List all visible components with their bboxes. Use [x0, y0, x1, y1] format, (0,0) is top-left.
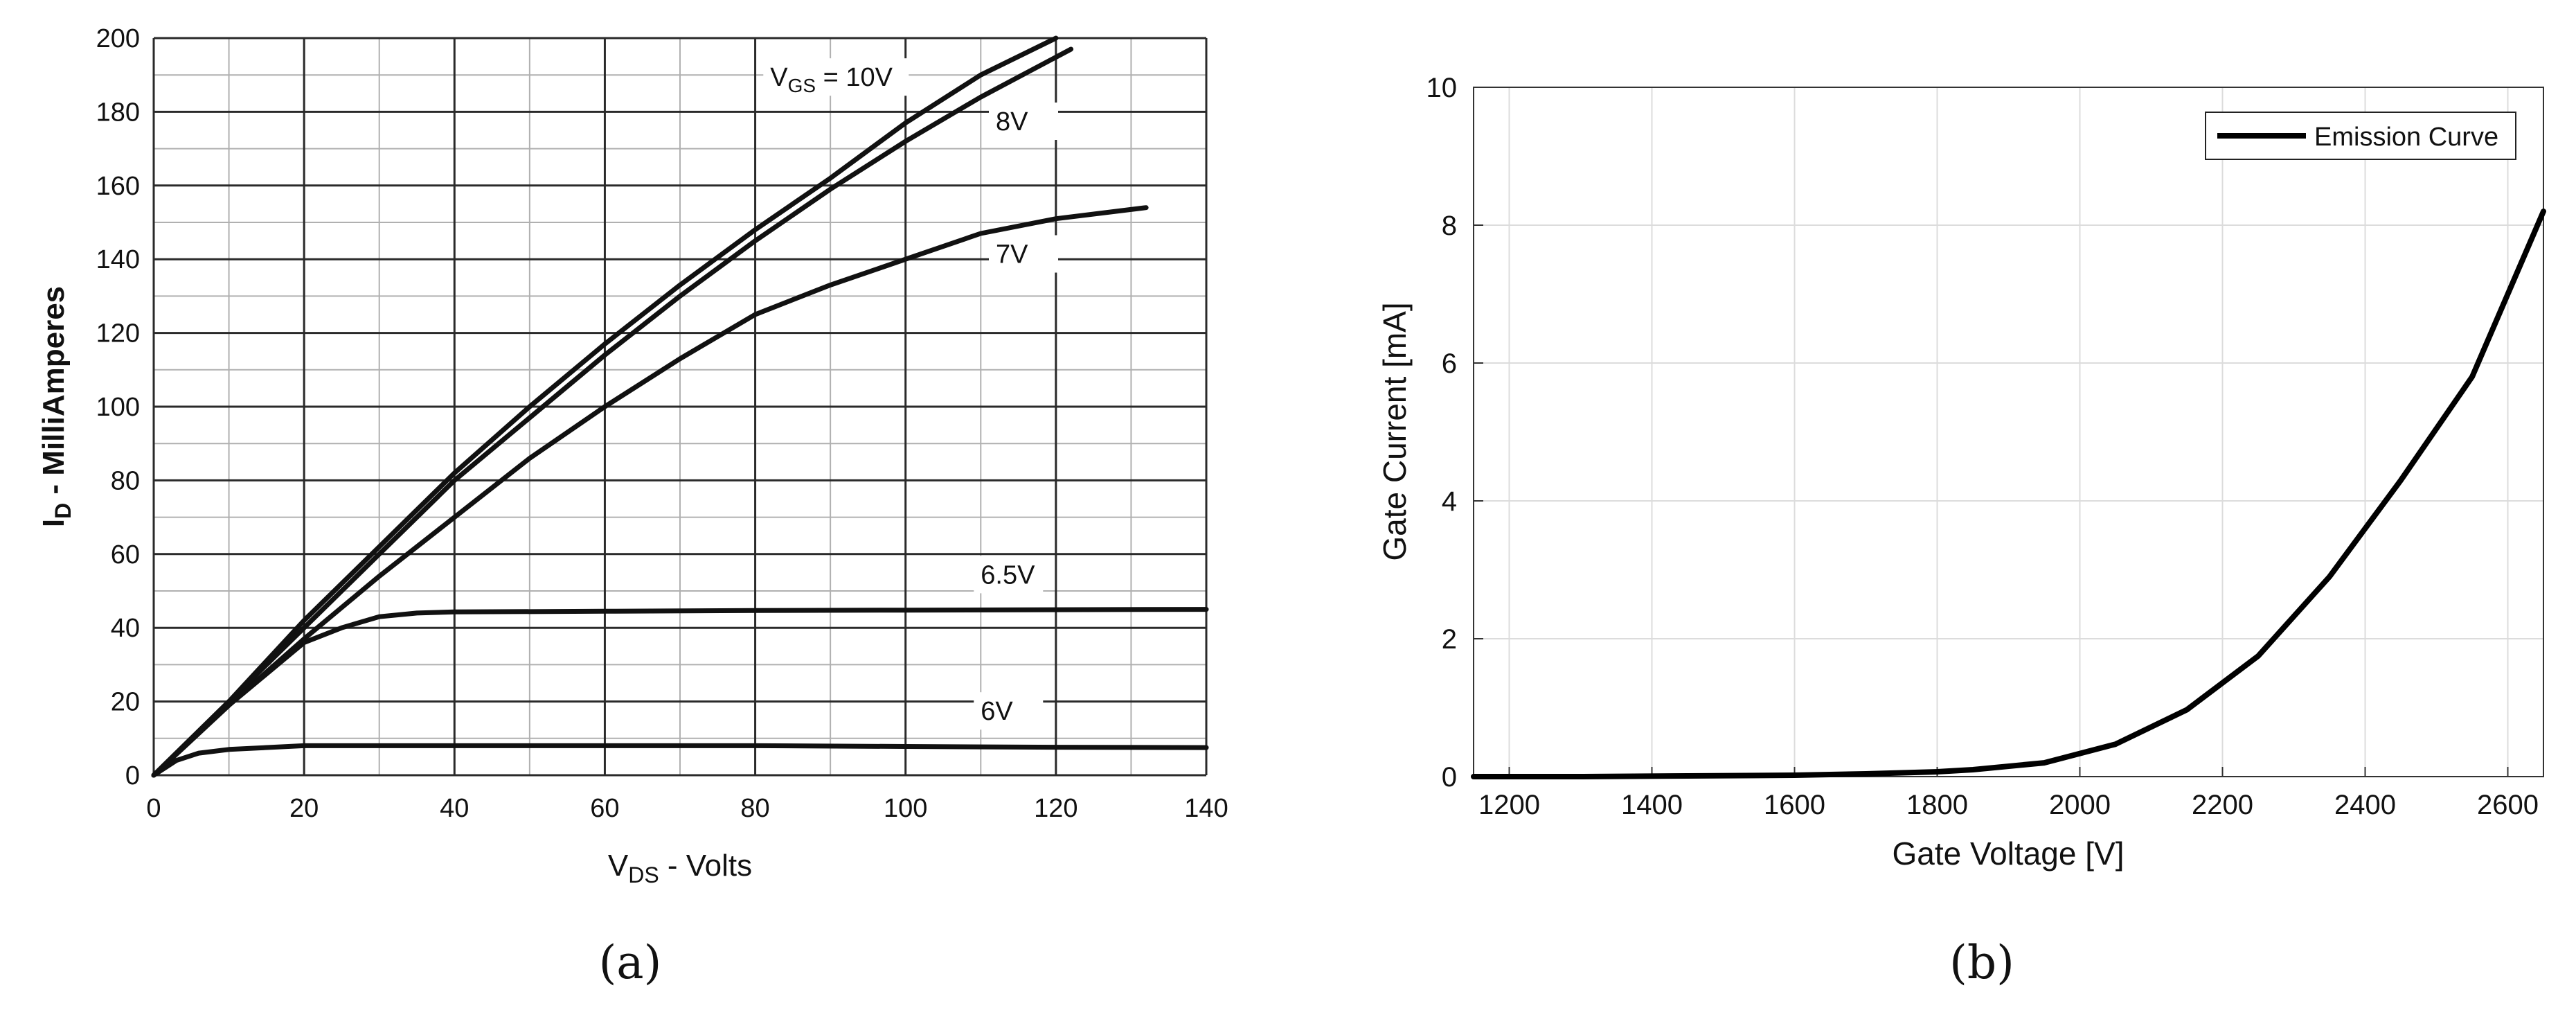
chart-b-series-lines — [1471, 209, 2546, 779]
chart-a-y-tick-label: 180 — [96, 98, 140, 127]
chart-a-series-label-bg — [974, 556, 1044, 594]
chart-b-x-tick-label: 2000 — [2049, 790, 2111, 820]
chart-a-series-label-0: VGS = 10V — [770, 63, 893, 96]
chart-a-series-label-bg — [989, 235, 1058, 273]
chart-a-x-tick-label: 60 — [590, 794, 619, 823]
chart-a-tick-labels: 0 20 40 60 80 100 120 140 0 20 40 60 80 100 120 140 160 1… — [96, 24, 1228, 823]
chart-a-series-label-sub: GS — [788, 75, 816, 96]
chart-a-series-line-0 — [151, 35, 1059, 778]
chart-b-legend: Emission Curve — [2205, 112, 2516, 160]
chart-b-x-tick-label: 1200 — [1478, 790, 1540, 820]
chart-a-series-line-3 — [151, 607, 1209, 778]
chart-a-y-tick-label: 40 — [111, 614, 140, 643]
chart-a-x-axis-label-main: V — [608, 849, 629, 883]
chart-a-series-label-bg — [763, 58, 909, 96]
chart-a-y-axis-label-main: I — [37, 519, 71, 527]
chart-a-series-label-main: V — [770, 63, 788, 92]
chart-a-x-tick-label: 100 — [884, 794, 927, 823]
caption-b: (b) — [1949, 936, 2014, 989]
chart-a-y-tick-label: 20 — [111, 688, 140, 717]
chart-b-x-axis-label: Gate Voltage [V] — [1892, 835, 2124, 872]
chart-a-x-axis-label-rest: - Volts — [659, 849, 753, 883]
chart-b-plot-area — [1474, 87, 2543, 777]
chart-a-x-tick-label: 0 — [146, 794, 161, 823]
chart-b-x-tick-label: 1400 — [1621, 790, 1683, 820]
chart-a-y-tick-label: 120 — [96, 319, 140, 348]
chart-a-x-tick-label: 20 — [289, 794, 319, 823]
chart-b-axes-frame — [1473, 87, 2544, 777]
chart-b-y-tick-label: 0 — [1442, 762, 1457, 793]
chart-b-x-tick-label: 1800 — [1906, 790, 1968, 820]
chart-b-x-tick-label: 2600 — [2477, 790, 2539, 820]
caption-a: (a) — [599, 936, 662, 989]
chart-b-y-tick-label: 8 — [1442, 211, 1457, 241]
chart-a-series-label-rest: = 10V — [816, 63, 893, 92]
chart-b-tick-labels: 1200 1400 1600 1800 2000 2200 2400 2600 0 2 4 6 8 10 — [1426, 73, 2539, 820]
chart-b-legend-label: Emission Curve — [2314, 123, 2498, 152]
chart-a-y-tick-label: 200 — [96, 24, 140, 53]
chart-a-series-line-4 — [151, 743, 1209, 778]
chart-b-y-axis-label: Gate Current [mA] — [1377, 302, 1413, 560]
chart-a-y-tick-label: 80 — [111, 466, 140, 495]
chart-a-y-axis-label-sub: D — [51, 503, 75, 519]
chart-a-y-axis-label-rest: - MilliAmperes — [37, 286, 71, 503]
chart-a-y-tick-label: 0 — [125, 761, 140, 790]
chart-b-y-tick-label: 4 — [1442, 486, 1457, 517]
chart-a-y-axis-label: ID - MilliAmperes — [37, 286, 75, 527]
chart-a-series-labels: VGS = 10V 8V 7V 6.5V 6V — [763, 58, 1058, 730]
chart-a-series-lines — [151, 35, 1209, 778]
chart-a-y-tick-label: 60 — [111, 540, 140, 569]
chart-b-series-line-0 — [1471, 209, 2546, 779]
chart-a-x-tick-label: 80 — [740, 794, 769, 823]
chart-a-series-label-main: 8V — [996, 107, 1028, 136]
chart-a-x-tick-label: 120 — [1034, 794, 1077, 823]
chart-a-series-line-2 — [151, 205, 1149, 778]
chart-a-series-label-4: 6V — [981, 697, 1013, 726]
chart-a-series-label-bg — [974, 692, 1044, 730]
chart-a-series-label-2: 7V — [996, 240, 1028, 269]
chart-a-series-label-main: 7V — [996, 240, 1028, 269]
chart-a-x-tick-label: 140 — [1184, 794, 1228, 823]
chart-a-series-label-3: 6.5V — [981, 560, 1035, 590]
chart-a-series-label-main: 6.5V — [981, 560, 1035, 590]
chart-b-x-tick-label: 2200 — [2192, 790, 2253, 820]
chart-a-series-label-bg — [989, 103, 1058, 140]
chart-b-emission-curve: 1200 1400 1600 1800 2000 2200 2400 26000246810 … — [1377, 73, 2546, 872]
chart-b-x-tick-label: 1600 — [1764, 790, 1825, 820]
chart-a-series-label-1: 8V — [996, 107, 1028, 136]
chart-a-y-tick-label: 100 — [96, 393, 140, 422]
chart-a-drain-characteristics: 0 20 40 60 80 100 120 140 0 20 40 60 80 100 120 140 160 1… — [37, 24, 1228, 887]
chart-a-series-label-main: 6V — [981, 697, 1013, 726]
chart-a-series-line-1 — [151, 46, 1074, 778]
chart-b-y-tick-label: 10 — [1426, 73, 1458, 103]
chart-a-x-axis-label: VDS - Volts — [608, 849, 752, 887]
chart-a-x-axis-label-sub: DS — [628, 863, 659, 887]
chart-a-x-tick-label: 40 — [440, 794, 469, 823]
chart-b-y-tick-label: 6 — [1442, 348, 1457, 379]
chart-a-y-tick-label: 140 — [96, 245, 140, 274]
chart-b-x-tick-label: 2400 — [2334, 790, 2396, 820]
chart-b-y-tick-label: 2 — [1442, 624, 1457, 655]
chart-a-y-tick-label: 160 — [96, 172, 140, 201]
